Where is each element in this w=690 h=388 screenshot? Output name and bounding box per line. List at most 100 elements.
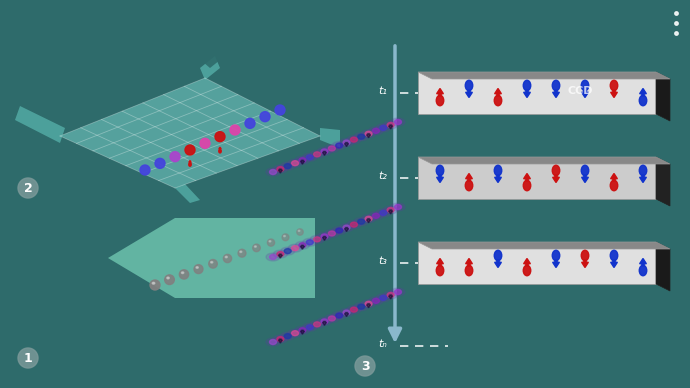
- Ellipse shape: [343, 225, 350, 230]
- Ellipse shape: [314, 237, 321, 242]
- Text: tₙ: tₙ: [378, 339, 387, 349]
- Ellipse shape: [325, 229, 339, 237]
- Ellipse shape: [610, 180, 618, 191]
- Circle shape: [282, 234, 289, 241]
- Ellipse shape: [523, 80, 531, 91]
- Ellipse shape: [321, 149, 328, 154]
- Ellipse shape: [380, 125, 387, 130]
- Ellipse shape: [306, 240, 313, 245]
- Circle shape: [150, 280, 160, 290]
- Ellipse shape: [523, 265, 531, 276]
- Circle shape: [224, 255, 232, 263]
- Polygon shape: [175, 184, 200, 203]
- FancyArrow shape: [437, 88, 444, 96]
- Ellipse shape: [277, 336, 284, 341]
- Circle shape: [18, 348, 38, 368]
- FancyArrow shape: [524, 258, 531, 266]
- Ellipse shape: [351, 307, 357, 312]
- FancyArrow shape: [388, 295, 393, 299]
- Circle shape: [245, 118, 255, 128]
- Ellipse shape: [369, 297, 383, 305]
- Ellipse shape: [303, 238, 317, 246]
- Ellipse shape: [269, 241, 270, 242]
- Circle shape: [297, 229, 303, 235]
- FancyArrow shape: [553, 260, 560, 267]
- Ellipse shape: [314, 322, 321, 327]
- Ellipse shape: [299, 243, 306, 248]
- Ellipse shape: [196, 267, 198, 268]
- Ellipse shape: [351, 222, 357, 227]
- Ellipse shape: [325, 144, 339, 152]
- Circle shape: [170, 152, 180, 162]
- Ellipse shape: [354, 133, 368, 141]
- Ellipse shape: [494, 95, 502, 106]
- Ellipse shape: [306, 325, 313, 330]
- Ellipse shape: [347, 136, 361, 144]
- Ellipse shape: [335, 228, 343, 233]
- Ellipse shape: [436, 165, 444, 176]
- Circle shape: [140, 165, 150, 175]
- Circle shape: [165, 275, 175, 284]
- Ellipse shape: [347, 221, 361, 229]
- Ellipse shape: [581, 250, 589, 261]
- Ellipse shape: [273, 250, 287, 258]
- FancyArrow shape: [524, 173, 531, 181]
- Polygon shape: [418, 242, 670, 249]
- Ellipse shape: [284, 236, 286, 237]
- Ellipse shape: [310, 236, 324, 243]
- Ellipse shape: [339, 139, 353, 147]
- Ellipse shape: [332, 312, 346, 320]
- Ellipse shape: [523, 180, 531, 191]
- Ellipse shape: [284, 334, 291, 339]
- FancyArrow shape: [524, 90, 531, 97]
- Ellipse shape: [317, 232, 331, 241]
- FancyArrow shape: [495, 260, 502, 267]
- Ellipse shape: [210, 262, 213, 263]
- Ellipse shape: [376, 294, 391, 302]
- Ellipse shape: [270, 340, 277, 345]
- Ellipse shape: [436, 95, 444, 106]
- Ellipse shape: [639, 165, 647, 176]
- Ellipse shape: [273, 165, 287, 173]
- Ellipse shape: [181, 272, 184, 274]
- Text: t₃: t₃: [378, 256, 387, 266]
- FancyArrow shape: [366, 219, 371, 223]
- Ellipse shape: [292, 246, 299, 251]
- Ellipse shape: [335, 143, 343, 148]
- Ellipse shape: [255, 246, 256, 247]
- Ellipse shape: [465, 180, 473, 191]
- FancyArrow shape: [388, 210, 393, 214]
- FancyArrow shape: [366, 134, 371, 138]
- Ellipse shape: [292, 331, 299, 336]
- Ellipse shape: [552, 165, 560, 176]
- Ellipse shape: [354, 218, 368, 226]
- Ellipse shape: [610, 80, 618, 91]
- Ellipse shape: [321, 234, 328, 239]
- Circle shape: [208, 260, 217, 268]
- FancyArrow shape: [582, 175, 589, 182]
- Ellipse shape: [610, 250, 618, 261]
- Polygon shape: [200, 56, 220, 80]
- Ellipse shape: [303, 323, 317, 331]
- Ellipse shape: [384, 206, 397, 214]
- Ellipse shape: [395, 204, 402, 210]
- Circle shape: [253, 244, 260, 252]
- Ellipse shape: [395, 120, 402, 125]
- Ellipse shape: [357, 134, 365, 139]
- Circle shape: [18, 178, 38, 198]
- Polygon shape: [418, 72, 656, 114]
- Circle shape: [238, 249, 246, 257]
- FancyArrow shape: [344, 142, 348, 147]
- Ellipse shape: [436, 265, 444, 276]
- Polygon shape: [418, 242, 656, 284]
- FancyArrow shape: [611, 173, 618, 181]
- Ellipse shape: [299, 328, 306, 333]
- Ellipse shape: [328, 146, 335, 151]
- Ellipse shape: [354, 303, 368, 311]
- Ellipse shape: [365, 216, 372, 221]
- FancyArrow shape: [437, 175, 444, 182]
- Ellipse shape: [581, 165, 589, 176]
- Ellipse shape: [314, 152, 321, 157]
- FancyArrow shape: [344, 313, 348, 317]
- Ellipse shape: [373, 213, 380, 218]
